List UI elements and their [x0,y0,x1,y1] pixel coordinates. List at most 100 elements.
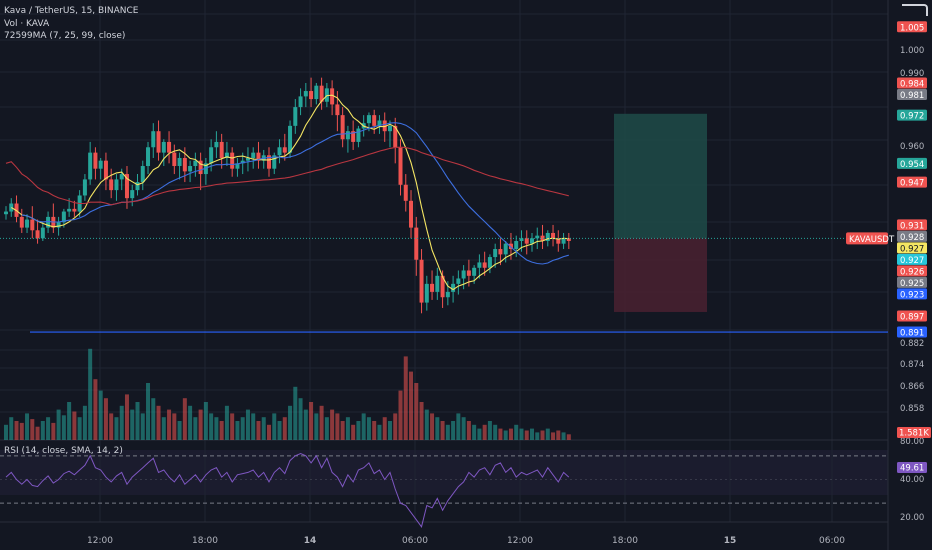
volume-bar [566,434,571,440]
volume-bar [477,428,482,440]
candle-body [4,211,8,215]
fullscreen-icon[interactable] [902,4,928,16]
volume-bar [298,398,303,440]
candle-body [119,174,124,180]
volume-bar [493,424,498,440]
volume-bar [130,409,135,440]
time-axis: 12:00 18:00 14 06:00 12:00 18:00 15 06:00 [87,536,845,546]
candle-body [240,160,245,164]
volume-bar [330,409,335,440]
candle-body [140,166,145,183]
candle-body [530,238,534,244]
volume-bar [293,386,298,440]
volume-bar [30,419,35,440]
time-tick-label: 06:00 [402,536,428,546]
candle-body [466,270,471,276]
candle-body [193,160,198,167]
symbol-title[interactable]: Kava / TetherUS, 15, BINANCE [4,6,139,16]
candle-body [230,152,235,169]
volume-bar [424,409,429,440]
volume-bar [103,398,108,440]
volume-bar [267,424,271,440]
candle-body [545,232,550,241]
rsi-tick-label: 40.00 [900,475,924,485]
volume-bar [272,413,277,440]
volume-tag [897,427,931,438]
price-tag-label: 0.947 [900,179,924,189]
time-tick-label: 18:00 [192,536,218,546]
ma99-line [5,146,569,206]
candle-body [35,230,40,239]
volume-bar [146,383,151,440]
price-tag-label: 1.005 [900,23,924,33]
price-tag-label: 0.927 [900,256,924,266]
candle-body [535,235,540,239]
candle-body [82,179,87,196]
price-tick-label: 0.960 [900,142,924,152]
candle-body [245,157,250,161]
candle-body [109,179,114,191]
price-tick-label: 0.882 [900,339,924,349]
candle-body [566,238,571,241]
candle-body [67,208,72,212]
candle-body [114,179,119,191]
price-tag [897,77,927,89]
candle-body [251,152,256,158]
volume-bar [282,417,287,440]
price-tag [897,253,927,265]
candle-body [398,147,403,185]
candle-body [182,157,187,172]
volume-bar [98,390,103,440]
volume-bar [4,424,8,440]
volume-bar [277,421,282,440]
candle-body [267,155,271,169]
volume-bar [61,415,66,440]
volume-bar [372,421,377,440]
volume-bar [403,356,408,440]
volume-bar [251,413,256,440]
candle-body [167,141,172,153]
candle-body [503,243,508,255]
price-tag [897,230,927,242]
volume-bar [430,413,435,440]
volume-bar [451,421,456,440]
candle-body [356,128,361,142]
volume-bar [140,413,145,440]
volume-legend[interactable]: Vol · KAVA [4,19,50,29]
ma-legend[interactable]: 72599MA (7, 25, 99, close) [4,31,126,41]
price-tick-label: 0.858 [900,404,924,414]
candle-body [309,91,314,100]
price-tag-label: 0.926 [900,267,924,277]
price-tag-label: 0.928 [900,233,924,243]
volume-bar [119,405,124,440]
candle-body [293,107,298,126]
price-tag [897,157,927,169]
rsi-tag [897,462,927,473]
candle-body [403,184,408,201]
volume-bar [56,409,61,440]
volume-bar [198,409,203,440]
volume-bar [51,422,56,440]
price-tag [897,219,927,231]
candle-body [25,219,30,228]
volume-bar [387,421,392,440]
rsi-legend[interactable]: RSI (14, close, SMA, 14, 2) [4,446,123,456]
volume-bar [19,422,24,440]
volume-bar [224,405,229,440]
volume-bar [393,413,398,440]
volume-bar [382,417,387,440]
volume-bar [487,421,492,440]
volume-bar [319,405,324,440]
volume-bar [167,409,172,440]
time-tick-label: 12:00 [87,536,113,546]
candle-body [335,104,340,116]
volume-bar [414,383,419,440]
volume-bar [530,428,534,440]
candle-body [93,152,98,169]
volume-bar [9,417,14,440]
candle-body [72,208,77,212]
candle-body [340,115,345,140]
candle-body [440,275,445,298]
grid [0,0,889,550]
